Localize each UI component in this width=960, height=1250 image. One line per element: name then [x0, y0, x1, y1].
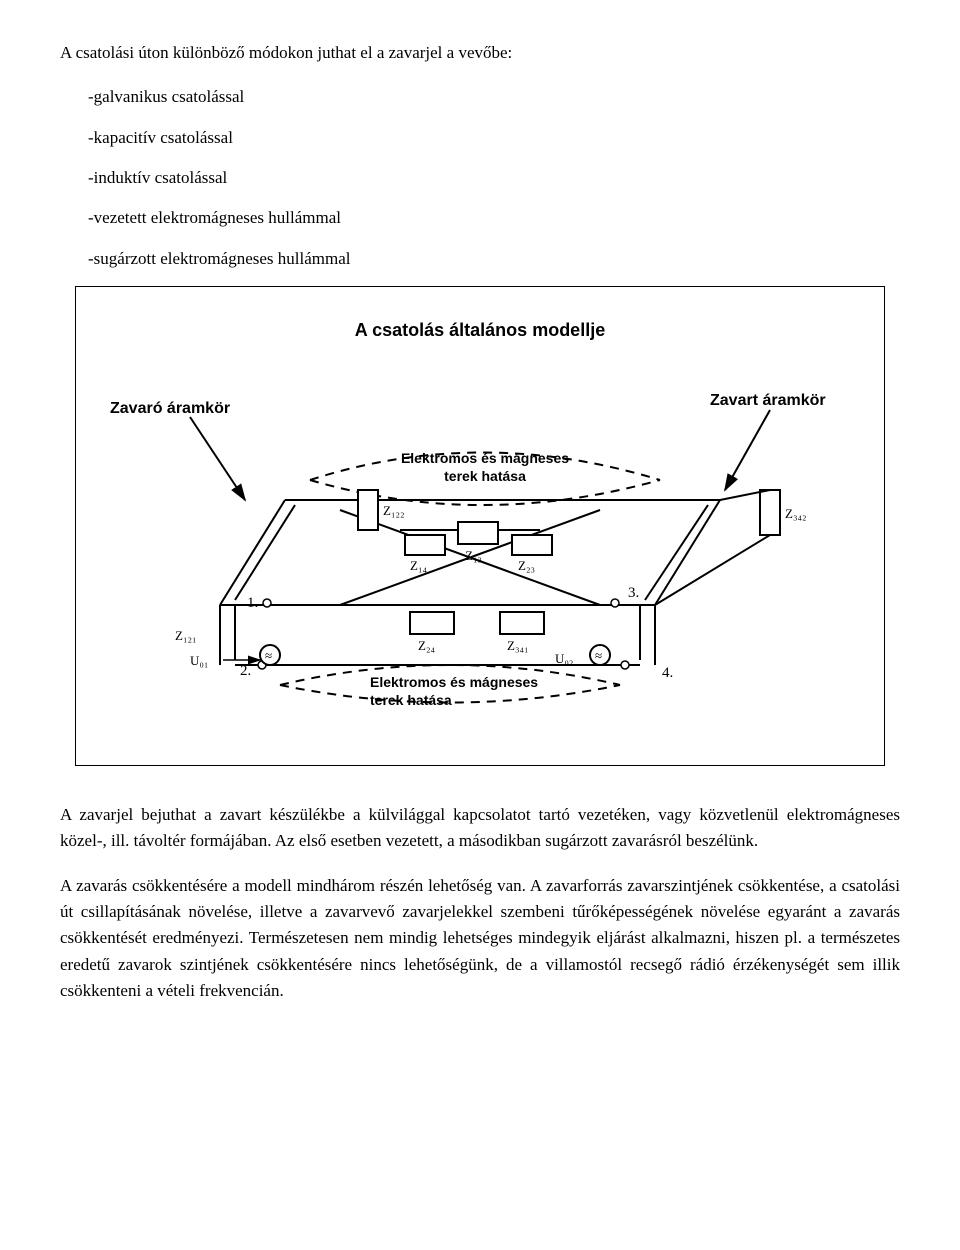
label-z121: Z₁₂₁	[175, 628, 197, 643]
svg-text:≈: ≈	[595, 648, 602, 663]
label-z24: Z₂₄	[418, 638, 435, 653]
bullet-item: -kapacitív csatolással	[60, 125, 900, 151]
paragraph-2: A zavarás csökkentésére a modell mindhár…	[60, 873, 900, 1005]
bullet-item: -vezetett elektromágneses hullámmal	[60, 205, 900, 231]
node-4: 4.	[662, 665, 673, 681]
figure-caption: A csatolás általános modellje	[80, 317, 880, 345]
svg-text:≈: ≈	[265, 648, 272, 663]
coupling-diagram: Zavaró áramkör Zavart áramkör Elektromos…	[80, 355, 880, 755]
node-3: 3.	[628, 585, 639, 601]
label-u01: U₀₁	[190, 653, 208, 668]
label-fields-top-1: Elektromos és mágneses	[401, 450, 569, 466]
label-fields-bottom-1: Elektromos és mágneses	[370, 674, 538, 690]
bullet-item: -galvanikus csatolással	[60, 84, 900, 110]
label-z122: Z₁₂₂	[383, 503, 405, 518]
label-z23: Z₂₃	[518, 558, 535, 573]
figure-container: A csatolás általános modellje Zavaró ára…	[75, 286, 885, 766]
label-z13: Z₁₃	[465, 548, 482, 563]
label-z342: Z₃₄₂	[785, 506, 807, 521]
label-u02: U₀₂	[555, 651, 573, 666]
label-z341: Z₃₄₁	[507, 638, 529, 653]
paragraph-1: A zavarjel bejuthat a zavart készülékbe …	[60, 802, 900, 855]
node-1: 1.	[247, 595, 258, 611]
bullet-item: -induktív csatolással	[60, 165, 900, 191]
label-left-circuit: Zavaró áramkör	[110, 400, 230, 417]
label-right-circuit: Zavart áramkör	[710, 392, 826, 409]
label-fields-top-2: terek hatása	[444, 468, 526, 484]
node-2: 2.	[240, 663, 251, 679]
label-fields-bottom-2: terek hatása	[370, 692, 452, 708]
bullet-item: -sugárzott elektromágneses hullámmal	[60, 246, 900, 272]
intro-text: A csatolási úton különböző módokon jutha…	[60, 40, 900, 66]
label-z14: Z₁₄	[410, 558, 427, 573]
